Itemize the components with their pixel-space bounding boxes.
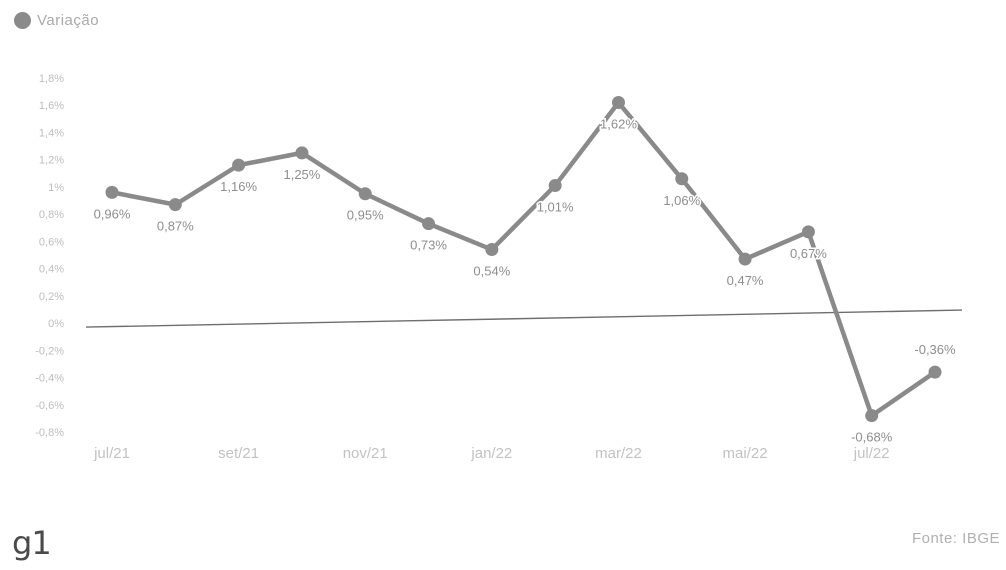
data-label: 0,87% bbox=[157, 219, 194, 234]
line-chart: 1,8% 1,6% 1,4% 1,2% 1% 0,8% 0,6% 0,4% 0,2% 0% -0,2… bbox=[35, 73, 963, 462]
y-tick-label: -0,2% bbox=[35, 345, 64, 357]
y-tick-label: 1% bbox=[48, 182, 64, 194]
data-label: 1,16% bbox=[220, 179, 257, 194]
data-point bbox=[422, 217, 436, 231]
y-tick-label: -0,6% bbox=[35, 400, 64, 412]
legend: Variação bbox=[14, 12, 99, 29]
data-label: -0,36% bbox=[914, 342, 956, 357]
data-label: 0,67% bbox=[790, 246, 827, 261]
data-label: 0,47% bbox=[727, 273, 764, 288]
y-tick-label: 0,2% bbox=[39, 291, 64, 303]
data-point bbox=[738, 252, 752, 266]
brand-logo: g1 bbox=[12, 524, 52, 562]
data-label: 1,62% bbox=[600, 117, 637, 132]
data-label: 0,96% bbox=[94, 206, 131, 221]
zero-line bbox=[85, 309, 963, 328]
data-point bbox=[295, 146, 309, 160]
y-tick-label: 1,6% bbox=[39, 100, 64, 112]
y-tick-label: 0,6% bbox=[39, 236, 64, 248]
data-point bbox=[105, 185, 119, 199]
y-tick-label: 0% bbox=[48, 318, 64, 330]
x-tick-label: set/21 bbox=[218, 445, 259, 462]
legend-marker-icon bbox=[14, 12, 31, 29]
x-tick-label: mai/22 bbox=[723, 445, 768, 462]
data-label: 1,01% bbox=[537, 200, 574, 215]
y-tick-label: 0,4% bbox=[39, 264, 64, 276]
series-line bbox=[109, 100, 938, 418]
data-point bbox=[865, 409, 879, 423]
data-label: 1,06% bbox=[663, 193, 700, 208]
data-label: 1,25% bbox=[283, 167, 320, 182]
legend-label: Variação bbox=[37, 12, 100, 29]
y-tick-label: 1,8% bbox=[39, 73, 64, 85]
x-tick-label: jul/22 bbox=[853, 445, 890, 462]
data-label: 0,73% bbox=[410, 238, 447, 253]
data-label: 0,54% bbox=[473, 264, 510, 279]
y-tick-label: -0,4% bbox=[35, 373, 64, 385]
data-point bbox=[611, 96, 625, 110]
y-tick-label: 0,8% bbox=[39, 209, 64, 221]
data-point bbox=[801, 225, 815, 239]
data-point bbox=[675, 172, 689, 186]
data-point bbox=[485, 243, 499, 257]
source-label: Fonte: IBGE bbox=[911, 530, 1000, 547]
x-tick-label: nov/21 bbox=[343, 445, 388, 462]
data-point bbox=[358, 187, 372, 201]
x-tick-label: jul/21 bbox=[93, 445, 130, 462]
data-point bbox=[548, 179, 562, 193]
data-point bbox=[928, 365, 942, 379]
x-tick-label: mar/22 bbox=[595, 445, 642, 462]
x-tick-label: jan/22 bbox=[470, 445, 512, 462]
y-tick-label: 1,4% bbox=[39, 127, 64, 139]
data-label: 0,95% bbox=[347, 208, 384, 223]
data-label: -0,68% bbox=[851, 430, 893, 445]
data-point bbox=[232, 158, 246, 172]
y-tick-label: -0,8% bbox=[35, 427, 64, 439]
y-tick-label: 1,2% bbox=[39, 155, 64, 167]
data-point bbox=[168, 198, 182, 212]
